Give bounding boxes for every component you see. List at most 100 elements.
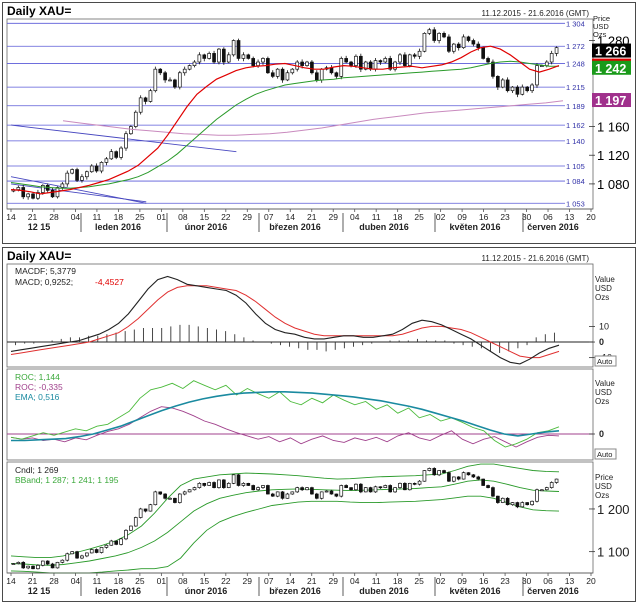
price-candle (158, 68, 163, 74)
x-tick-label: 15 (200, 212, 210, 222)
price-chart: 1 304 1 272 1 248 1 215 1 189 1 162 1 140 1 105… (6, 14, 631, 232)
x-tick-label: 14 (286, 212, 296, 222)
bb-candle (544, 487, 549, 491)
price-candle (231, 40, 236, 56)
fib-level-label: 1 084 (566, 177, 585, 186)
price-candle (50, 190, 55, 198)
x-tick-label: 14 (6, 212, 16, 222)
price-tag-label: 1 266 (595, 45, 626, 59)
x-month-label: 12 15 (28, 222, 51, 232)
roc-legend-2: ROC; -0,335 (15, 382, 63, 392)
roc-unit-label: Value (595, 379, 615, 388)
bb-candle (466, 472, 471, 476)
bb-candle (36, 564, 40, 570)
price-candle (305, 61, 309, 66)
x-month-label: leden 2016 (95, 222, 141, 232)
bb-candle (16, 561, 21, 564)
bottom-panel-title: Daily XAU= (7, 249, 72, 263)
price-candle (417, 50, 422, 57)
price-candle (40, 184, 45, 193)
price-candle (500, 79, 505, 88)
bb-candle (481, 478, 485, 486)
price-candle (114, 151, 119, 158)
price-candle (554, 47, 559, 54)
bb-candle (168, 497, 172, 500)
fib-level-label: 1 105 (566, 162, 585, 171)
x-tick-label: 11 (93, 212, 102, 222)
price-candle (173, 79, 177, 88)
x-tick-label: 29 (243, 212, 253, 222)
bb-candle (471, 474, 476, 478)
macd-unit-label: Value (595, 275, 615, 284)
x-month-label: červen 2016 (527, 222, 579, 232)
bb-candle (486, 485, 490, 488)
macd-legend-2: MACD; 0,9252; (15, 277, 73, 287)
price-tag-label: 1 242 (595, 62, 626, 76)
price-candle (207, 53, 211, 59)
bb-candle (422, 470, 427, 482)
bb-candle (148, 504, 153, 512)
price-candle (192, 61, 197, 66)
bb-candle (530, 500, 534, 506)
price-candle (85, 171, 89, 178)
price-candle (354, 55, 358, 66)
bb-candle (187, 489, 192, 493)
price-candle (359, 55, 363, 70)
bb-candle (554, 478, 559, 483)
price-candle (300, 61, 304, 66)
trendline (10, 183, 147, 203)
price-candle (339, 58, 344, 77)
x-tick-label: 13 (565, 212, 575, 222)
bb-candle (94, 549, 99, 553)
x-tick-label: 29 (243, 576, 253, 586)
price-candle (461, 36, 466, 49)
x-tick-label: 09 (457, 212, 467, 222)
bb-candle (173, 497, 177, 503)
x-tick-label: 21 (307, 212, 317, 222)
bb-candle (388, 485, 393, 493)
bb-candle (319, 491, 324, 499)
bb-candle (256, 487, 260, 491)
price-candle (143, 97, 148, 102)
x-tick-label: 02 (436, 576, 446, 586)
x-tick-label: 25 (135, 212, 145, 222)
bb-candle (163, 493, 167, 499)
fib-level-label: 1 304 (566, 19, 585, 28)
bb-candle (45, 560, 50, 565)
price-candle (285, 72, 290, 81)
x-tick-label: 30 (522, 212, 532, 222)
price-candle (349, 61, 353, 66)
bb-candle (285, 493, 290, 499)
price-candle (187, 65, 192, 70)
bb-legend-2: BBand; 1 287; 1 241; 1 195 (15, 475, 119, 485)
x-tick-label: 18 (114, 212, 124, 222)
x-tick-label: 23 (500, 576, 510, 586)
price-candle (471, 40, 476, 45)
bb-candle (99, 547, 104, 553)
fib-level-label: 1 140 (566, 137, 585, 146)
bb-candle (437, 470, 441, 476)
bb-candle (55, 561, 60, 569)
price-candle (314, 72, 319, 81)
price-candle (412, 54, 417, 57)
price-candle (403, 54, 407, 66)
price-candle (197, 54, 202, 63)
x-tick-label: 29 (328, 576, 338, 586)
x-tick-label: 28 (49, 576, 59, 586)
x-tick-label: 08 (178, 576, 188, 586)
fib-level-label: 1 053 (566, 199, 585, 208)
price-candle (163, 72, 167, 81)
bb-candle (525, 502, 530, 506)
bb-candle (114, 540, 119, 545)
price-candle (65, 172, 70, 185)
bb-candle (40, 560, 45, 566)
x-tick-label: 18 (114, 576, 124, 586)
roc-unit-label: USD (595, 388, 612, 397)
price-candle (16, 187, 21, 190)
fib-level-label: 1 272 (566, 42, 585, 51)
price-candle (535, 65, 539, 86)
price-plot-frame (6, 18, 594, 210)
x-tick-label: 30 (522, 576, 532, 586)
ma-long-line (62, 100, 564, 136)
roc-ema-line (11, 391, 560, 442)
